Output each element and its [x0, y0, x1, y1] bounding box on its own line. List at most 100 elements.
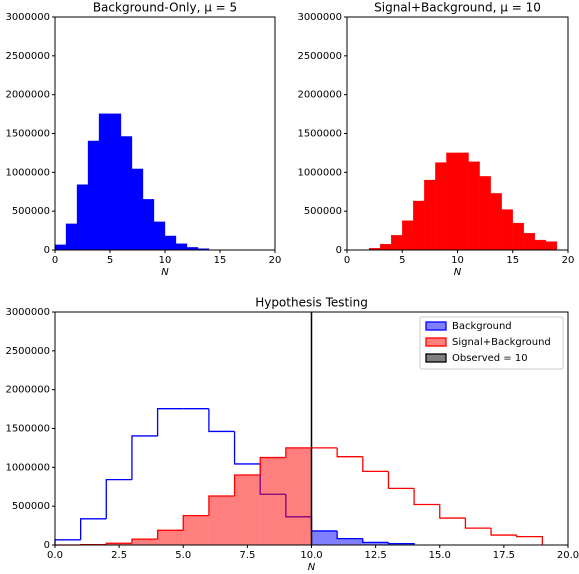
histogram-step — [182, 514, 209, 531]
histogram-bar — [435, 162, 447, 251]
histogram-bar — [388, 543, 415, 545]
histogram-bar — [208, 495, 235, 545]
legend-swatch — [425, 321, 447, 331]
histogram-bar — [362, 542, 389, 545]
histogram-step — [156, 408, 184, 436]
plot-frame — [54, 16, 276, 251]
x-tick-label: 5 — [107, 255, 113, 266]
x-tick-label: 17.5 — [493, 550, 515, 561]
histogram-step — [362, 456, 389, 473]
y-tick-label: 0 — [44, 245, 50, 256]
histogram-step — [285, 447, 312, 458]
y-tick-label: 500000 — [12, 206, 50, 217]
histogram-bar — [183, 515, 209, 545]
histogram-bar — [285, 447, 312, 545]
x-tick-label: 15.0 — [429, 550, 451, 561]
x-axis-label: N — [308, 562, 316, 573]
histogram-bar — [402, 220, 414, 251]
histogram-bar — [234, 475, 261, 545]
y-tick-label: 2000000 — [5, 90, 50, 101]
y-tick-label: 3000000 — [5, 307, 50, 318]
histogram-bar — [98, 113, 111, 251]
histogram-step — [490, 528, 517, 536]
x-tick-label: 10 — [159, 255, 172, 266]
histogram-step — [310, 516, 338, 532]
legend-box — [419, 316, 564, 370]
histogram-step — [131, 538, 158, 544]
histogram-step — [105, 478, 132, 519]
plot-frame — [54, 311, 569, 546]
histogram-bar — [260, 457, 286, 545]
legend-label: Background — [452, 321, 512, 332]
plot-frame — [346, 16, 569, 251]
histogram-step — [80, 518, 107, 540]
histogram-bar — [545, 241, 558, 251]
y-tick-label: 1500000 — [5, 129, 50, 140]
y-tick-label: 1500000 — [297, 129, 342, 140]
histogram-step — [362, 538, 389, 544]
x-tick-label: 7.5 — [239, 550, 255, 561]
x-axis-label: N — [161, 267, 169, 278]
histogram-bar — [106, 543, 132, 545]
histogram-bar — [157, 530, 184, 545]
histogram-bar — [120, 136, 133, 251]
y-tick-label: 1000000 — [5, 462, 50, 473]
histogram-bar — [457, 152, 469, 251]
histogram-bar — [87, 140, 100, 251]
histogram-step — [105, 542, 132, 545]
histogram-step — [54, 539, 81, 545]
y-tick-label: 1500000 — [5, 424, 50, 435]
histogram-step — [516, 535, 543, 545]
x-tick-label: 12.5 — [364, 550, 386, 561]
histogram-step — [156, 529, 184, 540]
histogram-step — [336, 530, 363, 540]
legend-label: Observed = 10 — [452, 353, 528, 364]
histogram-step — [233, 474, 261, 496]
histogram-bar — [131, 539, 158, 545]
histogram-bar — [142, 199, 155, 251]
x-tick-label: 5 — [399, 255, 405, 266]
histogram-step — [131, 435, 158, 480]
y-tick-label: 2500000 — [5, 51, 50, 62]
histogram-bar — [65, 223, 78, 251]
y-tick-label: 2000000 — [5, 385, 50, 396]
histogram-bar — [337, 538, 363, 545]
histogram-bar — [153, 221, 166, 251]
histogram-bar — [534, 239, 547, 251]
x-tick-label: 20.0 — [557, 550, 579, 561]
y-tick-label: 2500000 — [297, 51, 342, 62]
y-tick-label: 3000000 — [297, 12, 342, 23]
y-tick-label: 1000000 — [5, 167, 50, 178]
x-tick-label: 15 — [214, 255, 227, 266]
histogram-bar — [379, 243, 392, 251]
histogram-bar — [164, 235, 177, 251]
x-tick-label: 5.0 — [175, 550, 191, 561]
y-tick-label: 500000 — [12, 501, 50, 512]
x-tick-label: 20 — [562, 255, 575, 266]
x-tick-label: 0.0 — [47, 550, 63, 561]
histogram-bar — [109, 113, 122, 251]
histogram-step — [464, 518, 492, 529]
legend-label: Signal+Background — [452, 337, 551, 348]
histogram-bar — [311, 530, 338, 545]
chart-title: Background-Only, μ = 5 — [93, 1, 237, 15]
y-tick-label: 2500000 — [5, 346, 50, 357]
y-tick-label: 1000000 — [297, 167, 342, 178]
x-tick-label: 20 — [269, 255, 282, 266]
histogram-step — [413, 488, 440, 506]
y-tick-label: 500000 — [304, 206, 342, 217]
histogram-bar — [523, 232, 535, 251]
histogram-step — [387, 471, 415, 490]
x-tick-label: 0 — [52, 255, 58, 266]
chart-title: Hypothesis Testing — [255, 296, 368, 310]
histogram-step — [387, 542, 415, 545]
histogram-bar — [54, 244, 67, 251]
histogram-bar — [501, 209, 513, 251]
histogram-bar — [76, 184, 89, 251]
y-tick-label: 0 — [336, 245, 342, 256]
x-tick-label: 10.0 — [300, 550, 322, 561]
histogram-bar — [490, 193, 502, 251]
histogram-bar — [512, 222, 524, 251]
x-tick-label: 0 — [344, 255, 350, 266]
